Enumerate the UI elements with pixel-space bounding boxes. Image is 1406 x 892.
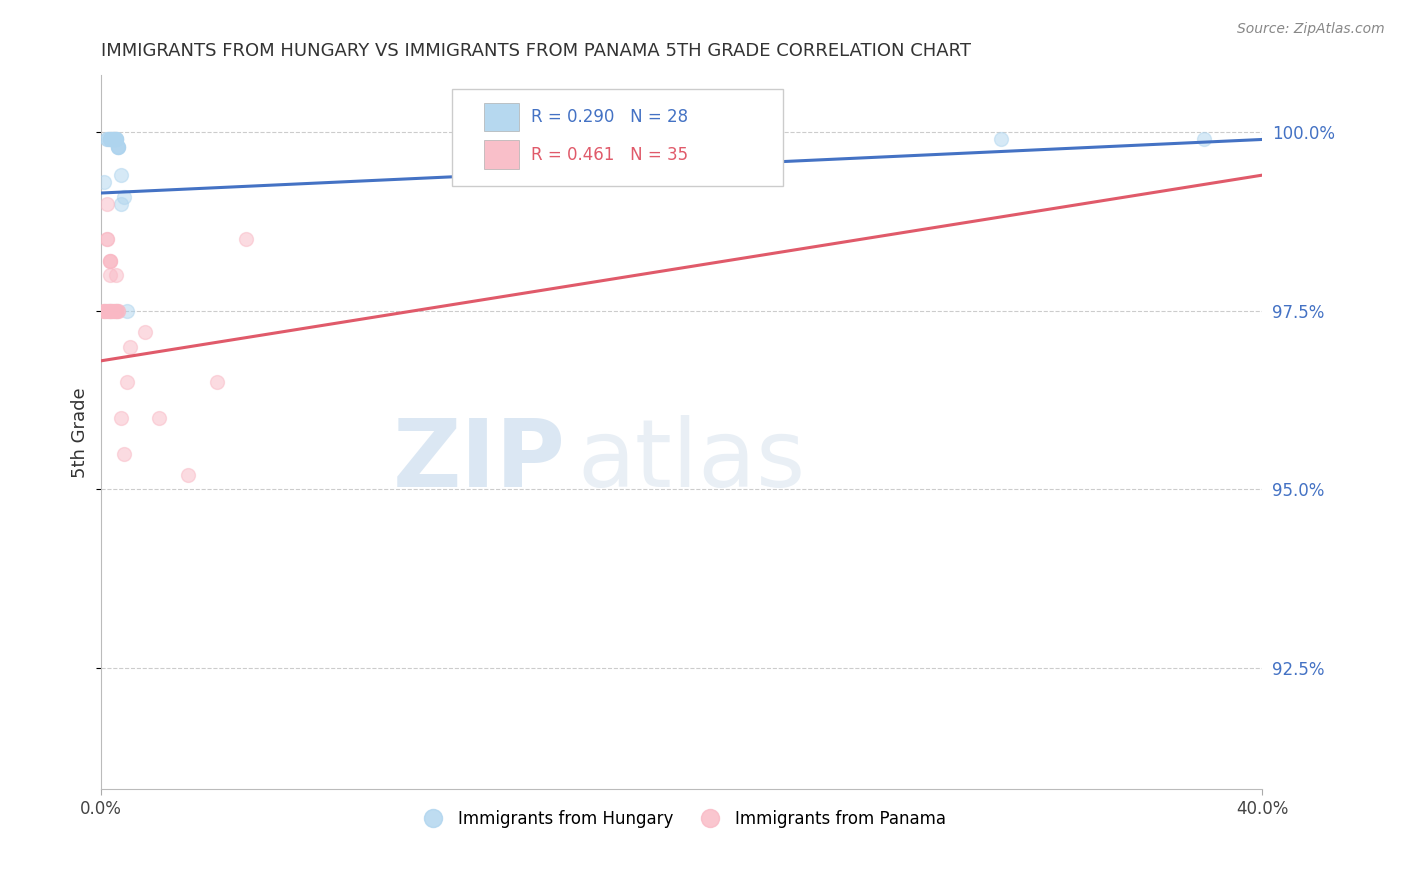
Point <box>101 303 124 318</box>
Legend: Immigrants from Hungary, Immigrants from Panama: Immigrants from Hungary, Immigrants from… <box>411 803 953 834</box>
Point <box>101 132 124 146</box>
Text: ZIP: ZIP <box>392 415 565 507</box>
Point <box>96 132 118 146</box>
Point <box>612 132 634 146</box>
Point <box>93 303 115 318</box>
Point <box>120 339 142 353</box>
Point <box>235 232 257 246</box>
Point <box>104 132 127 146</box>
Point <box>728 132 751 146</box>
Point <box>110 411 132 425</box>
Point <box>93 303 115 318</box>
Point <box>990 132 1012 146</box>
Point <box>101 132 124 146</box>
Text: Source: ZipAtlas.com: Source: ZipAtlas.com <box>1237 22 1385 37</box>
Point <box>177 468 200 483</box>
Point <box>110 168 132 182</box>
Point <box>101 132 124 146</box>
Point <box>104 132 127 146</box>
Point <box>96 303 118 318</box>
Point <box>104 132 127 146</box>
Point <box>1192 132 1215 146</box>
Point <box>107 303 129 318</box>
Point <box>98 132 121 146</box>
Point <box>107 139 129 153</box>
Point <box>134 325 156 339</box>
Point <box>107 139 129 153</box>
Point <box>98 253 121 268</box>
Point <box>205 376 228 390</box>
Point <box>107 139 129 153</box>
Point <box>98 253 121 268</box>
Point <box>148 411 170 425</box>
Point <box>93 303 115 318</box>
Point <box>98 303 121 318</box>
Point <box>98 253 121 268</box>
FancyBboxPatch shape <box>484 140 519 169</box>
Point <box>115 376 138 390</box>
FancyBboxPatch shape <box>451 89 783 186</box>
Point <box>104 303 127 318</box>
Point <box>96 132 118 146</box>
Point <box>107 303 129 318</box>
Text: atlas: atlas <box>576 415 806 507</box>
Point <box>98 132 121 146</box>
Point <box>101 132 124 146</box>
Point <box>107 139 129 153</box>
Point <box>93 175 115 189</box>
Point <box>98 132 121 146</box>
Point <box>115 303 138 318</box>
Point <box>98 303 121 318</box>
Point <box>96 232 118 246</box>
Point <box>104 303 127 318</box>
Text: IMMIGRANTS FROM HUNGARY VS IMMIGRANTS FROM PANAMA 5TH GRADE CORRELATION CHART: IMMIGRANTS FROM HUNGARY VS IMMIGRANTS FR… <box>101 42 972 60</box>
Point <box>104 268 127 282</box>
Point <box>98 132 121 146</box>
Point <box>98 268 121 282</box>
Point <box>96 232 118 246</box>
Point <box>96 196 118 211</box>
Point <box>112 447 135 461</box>
Point <box>110 196 132 211</box>
Point <box>98 303 121 318</box>
Point <box>104 132 127 146</box>
Point <box>96 303 118 318</box>
Text: R = 0.290   N = 28: R = 0.290 N = 28 <box>530 108 688 126</box>
Point <box>101 132 124 146</box>
Point <box>104 303 127 318</box>
FancyBboxPatch shape <box>484 103 519 131</box>
Point <box>112 189 135 203</box>
Point <box>104 132 127 146</box>
Text: R = 0.461   N = 35: R = 0.461 N = 35 <box>530 145 688 163</box>
Point <box>98 303 121 318</box>
Point <box>554 132 576 146</box>
Point <box>101 303 124 318</box>
Y-axis label: 5th Grade: 5th Grade <box>72 387 89 477</box>
